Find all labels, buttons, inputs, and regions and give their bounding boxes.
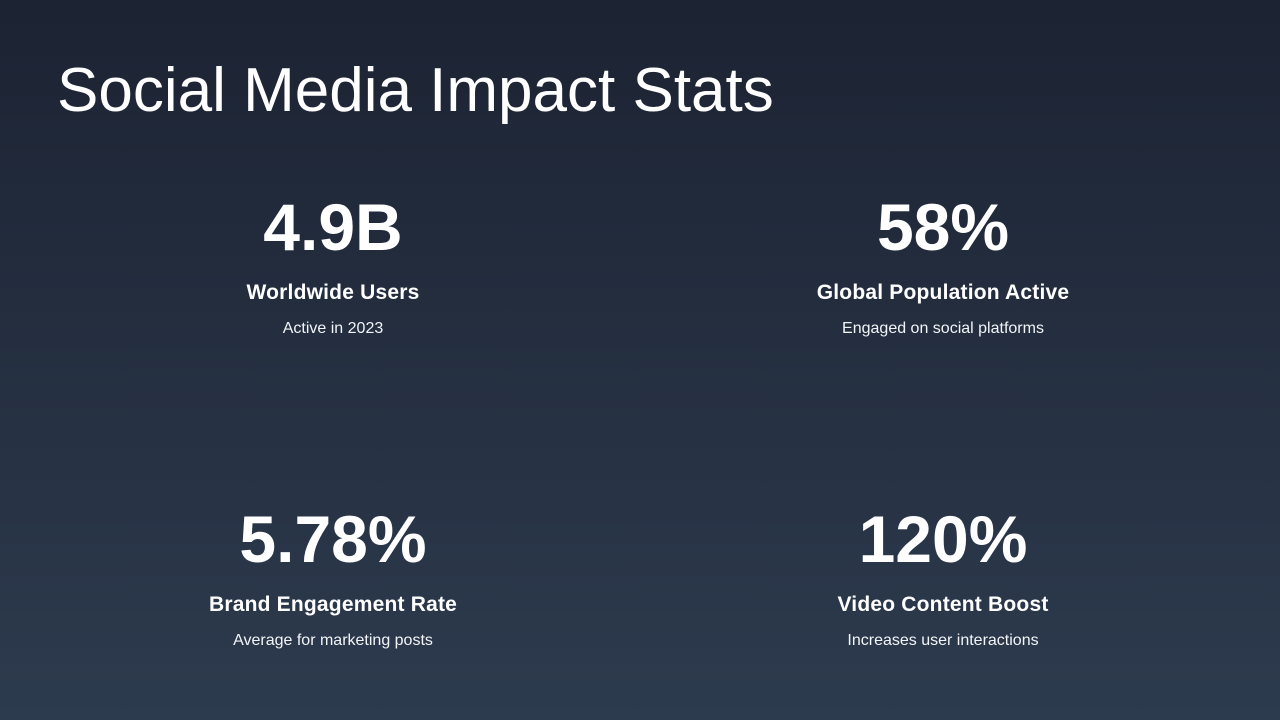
stat-description: Active in 2023 (282, 320, 384, 337)
stat-label: Brand Engagement Rate (208, 593, 458, 616)
stat-value: 4.9B (263, 190, 403, 264)
stat-label: Global Population Active (816, 281, 1070, 304)
stat-description: Engaged on social platforms (842, 320, 1044, 337)
stat-label: Video Content Boost (837, 593, 1049, 616)
stat-value: 120% (858, 502, 1028, 576)
stat-value: 58% (876, 190, 1010, 264)
stat-card-global-population-active: 58% Global Population Active Engaged on … (683, 190, 1203, 339)
stat-label: Worldwide Users (246, 281, 420, 304)
stat-card-video-content-boost: 120% Video Content Boost Increases user … (683, 502, 1203, 651)
stat-card-worldwide-users: 4.9B Worldwide Users Active in 2023 (73, 190, 593, 339)
stat-value: 5.78% (239, 502, 427, 576)
stat-description: Average for marketing posts (233, 632, 433, 649)
slide-title: Social Media Impact Stats (57, 56, 774, 125)
stat-description: Increases user interactions (847, 632, 1039, 649)
stat-card-brand-engagement-rate: 5.78% Brand Engagement Rate Average for … (73, 502, 593, 651)
